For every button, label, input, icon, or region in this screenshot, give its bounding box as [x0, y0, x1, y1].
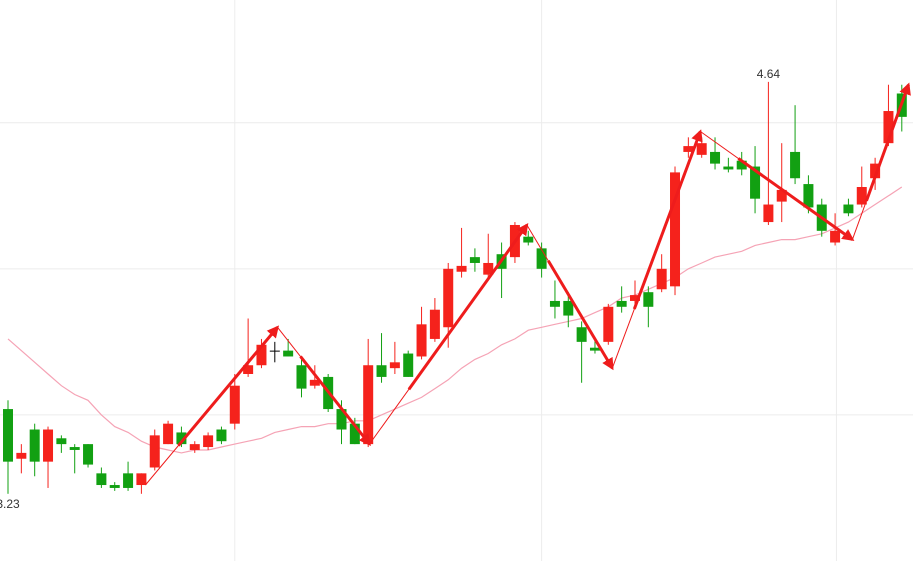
candle-body [216, 429, 227, 442]
candle-body [136, 473, 147, 486]
zigzag-arrow [737, 157, 855, 241]
candle-body [643, 292, 654, 307]
candle-body [16, 452, 27, 459]
candle-body [56, 438, 67, 445]
candle-body [603, 306, 614, 342]
candle-body [229, 385, 240, 424]
candle-body [750, 166, 761, 199]
candle-body [96, 473, 107, 486]
candle-body [563, 300, 574, 316]
candle-body [616, 300, 627, 307]
candle-body [3, 409, 14, 462]
candle-body [629, 295, 640, 301]
candle-body [830, 230, 841, 243]
candle-body [336, 409, 347, 430]
candle-body [149, 435, 160, 468]
candle-body [723, 166, 734, 170]
candle-body [469, 257, 480, 263]
candle-body [856, 187, 867, 205]
candle-body [656, 268, 667, 290]
candle-body [403, 353, 414, 377]
candle-body [589, 347, 600, 351]
candle-body [389, 362, 400, 369]
candle-body [576, 327, 587, 342]
candle-body [69, 447, 80, 450]
candle-body [296, 365, 307, 389]
candle-body [163, 423, 174, 445]
candle-body [523, 236, 534, 243]
candle-body [109, 485, 120, 488]
candle-body [670, 172, 681, 287]
candle-body [443, 268, 454, 328]
candle-body [790, 151, 801, 179]
candle-body [429, 309, 440, 339]
zigzag-arrow [177, 325, 280, 447]
candle-body [843, 204, 854, 214]
candle-body [243, 365, 254, 374]
candle-body [870, 163, 881, 179]
candle-body [269, 350, 280, 352]
zigzag-arrow [407, 223, 529, 391]
candle-body [123, 473, 134, 488]
candle-body [456, 265, 467, 272]
zigzag-arrow [546, 260, 614, 371]
candle-body [710, 151, 721, 164]
candle-body [309, 379, 320, 386]
candle-body [696, 143, 707, 155]
candle-body [203, 435, 214, 448]
candle-body [763, 204, 774, 223]
low-label: 3.23 [0, 497, 20, 511]
candle-body [189, 444, 200, 450]
candle-body [683, 146, 694, 152]
candle-body [483, 262, 494, 275]
candle-body [776, 189, 787, 202]
candle-body [536, 248, 547, 269]
candle-body [283, 350, 294, 357]
zigzag-arrow [632, 129, 703, 310]
candle-body [83, 444, 94, 465]
candle-body [883, 111, 894, 144]
zigzag-arrow [865, 82, 911, 202]
candle-body [43, 429, 54, 462]
candle-body [416, 324, 427, 357]
candle-body [29, 429, 40, 462]
high-label: 4.64 [757, 67, 781, 81]
candle-body [549, 300, 560, 307]
candle-body [803, 184, 814, 208]
candle-body [349, 423, 360, 445]
candle-body [176, 432, 187, 445]
candle-body [363, 365, 374, 445]
candle-body [736, 160, 747, 170]
zigzag-arrow [299, 355, 372, 447]
candle-body [256, 344, 267, 366]
candle-body [376, 365, 387, 377]
